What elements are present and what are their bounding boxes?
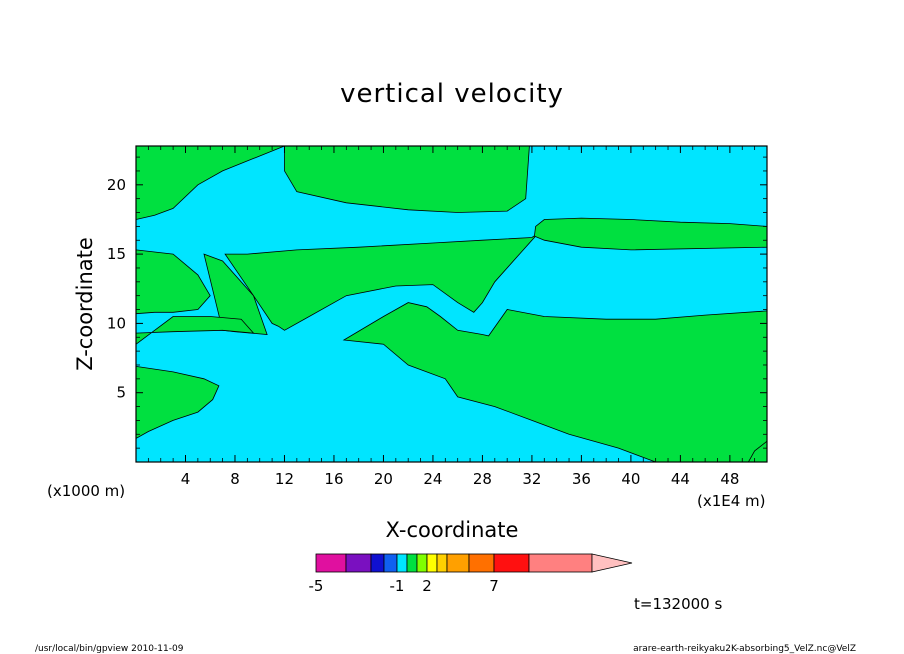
color-bar-tick-label: -5 [309, 577, 324, 595]
color-bar-segment [315, 553, 347, 573]
color-bar-tick-label: -1 [390, 577, 405, 595]
x-axis: 4 8 12 16 20 24 28 32 36 40 44 48 [147, 146, 756, 488]
x-tick-label: 44 [671, 470, 690, 488]
color-bar-segment [493, 553, 530, 573]
x-tick-label: 8 [230, 470, 240, 488]
chart-title: vertical velocity [340, 79, 564, 109]
x-tick-label: 32 [522, 470, 541, 488]
region-positive-8 [533, 217, 767, 251]
y-unit-label: (x1000 m) [47, 482, 125, 500]
region-positive-2 [136, 249, 211, 315]
x-tick-label: 48 [720, 470, 739, 488]
x-tick-label: 36 [572, 470, 591, 488]
color-bar-tick-label: 7 [489, 577, 499, 595]
y-tick-label: 5 [116, 384, 126, 402]
color-bar-extension [591, 553, 633, 573]
x-tick-label: 4 [181, 470, 191, 488]
x-tick-label: 40 [621, 470, 640, 488]
region-positive-9 [747, 440, 767, 462]
region-positive-7 [342, 302, 767, 462]
color-bar [315, 553, 633, 573]
color-bar-segment [426, 553, 438, 573]
footer-left: /usr/local/bin/gpview 2010-11-09 [35, 644, 184, 654]
y-axis: 5 10 15 20 [107, 156, 767, 449]
color-bar-segment [468, 553, 495, 573]
x-tick-label: 24 [423, 470, 442, 488]
footer-right: arare-earth-reikyaku2K-absorbing5_VelZ.n… [633, 644, 856, 654]
region-positive-3 [224, 232, 539, 331]
plot-frame [135, 145, 768, 463]
x-tick-label: 20 [374, 470, 393, 488]
x-tick-label: 12 [275, 470, 294, 488]
color-bar-segment [370, 553, 385, 573]
time-label: t=132000 s [634, 595, 722, 613]
region-positive-5 [136, 316, 255, 345]
x-axis-title: X-coordinate [386, 518, 519, 542]
region-positive-6 [136, 365, 220, 439]
color-bar-segment [416, 553, 428, 573]
color-bar-segment [345, 553, 372, 573]
y-tick-label: 15 [107, 245, 126, 263]
y-tick-label: 10 [107, 314, 126, 332]
color-bar-segment [406, 553, 418, 573]
y-tick-label: 20 [107, 176, 126, 194]
color-bar-segment [446, 553, 470, 573]
color-bar-segment [528, 553, 593, 573]
color-bar-segment [396, 553, 408, 573]
x-tick-label: 16 [324, 470, 343, 488]
color-bar-tick-label: 2 [422, 577, 432, 595]
region-positive-1 [284, 146, 530, 213]
x-unit-label: (x1E4 m) [697, 492, 766, 510]
x-tick-label: 28 [473, 470, 492, 488]
y-axis-title: Z-coordinate [73, 237, 97, 371]
region-positive-0 [136, 146, 285, 220]
color-bar-segment [436, 553, 448, 573]
color-bar-segment [383, 553, 398, 573]
color-bar-labels: -5 -1 2 7 [309, 577, 499, 595]
